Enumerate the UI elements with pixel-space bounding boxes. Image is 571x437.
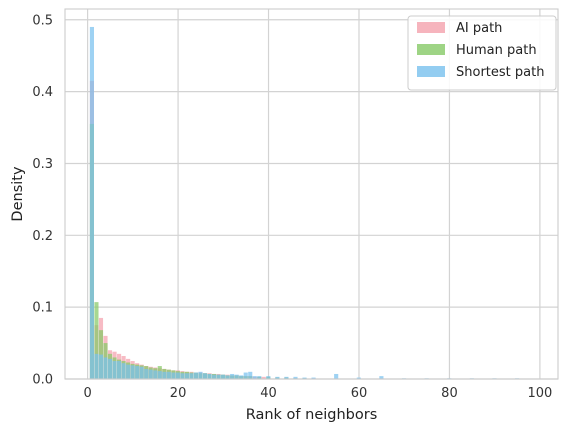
histogram-bar-shortest-path	[211, 374, 217, 379]
histogram-bar-shortest-path	[243, 372, 248, 379]
histogram-bar-shortest-path	[126, 364, 131, 379]
histogram-bar-shortest-path	[311, 377, 316, 379]
histogram-bar-shortest-path	[198, 371, 203, 379]
histogram-bar-shortest-path	[94, 353, 99, 379]
histogram-bar-shortest-path	[334, 373, 339, 379]
histogram-bar-shortest-path	[130, 365, 135, 379]
histogram-bar-shortest-path	[162, 371, 167, 379]
histogram-bar-shortest-path	[148, 369, 153, 379]
histogram-bar-shortest-path	[89, 26, 94, 380]
histogram-bar-shortest-path	[121, 363, 126, 379]
x-tick-label: 60	[351, 386, 368, 401]
histogram-bar-shortest-path	[157, 371, 162, 379]
x-tick-label: 20	[170, 386, 187, 401]
histogram-bar-shortest-path	[139, 366, 144, 379]
histogram-bar-shortest-path	[189, 373, 194, 379]
histogram-bar-shortest-path	[252, 376, 257, 379]
histogram-bar-shortest-path	[284, 376, 289, 379]
plot-frame	[64, 8, 559, 380]
histogram-bar-shortest-path	[225, 375, 230, 379]
y-tick-labels: 0.0 0.1 0.2 0.3 0.4 0.5	[32, 13, 53, 387]
legend-label-ai-path: AI path	[456, 21, 502, 36]
x-tick-label: 40	[260, 386, 277, 401]
histogram-bar-shortest-path	[379, 376, 384, 379]
x-axis-label: Rank of neighbors	[246, 407, 378, 423]
histogram-bar-shortest-path	[216, 374, 221, 379]
x-tick-label: 80	[441, 386, 458, 401]
histogram-bar-shortest-path	[103, 357, 108, 379]
histogram-bar-shortest-path	[234, 374, 239, 379]
histogram-bar-shortest-path	[107, 358, 113, 379]
x-tick-labels: 0 20 40 60 80 100	[83, 386, 552, 401]
histogram-bar-shortest-path	[275, 376, 280, 379]
legend: AI path Human path Shortest path	[407, 15, 557, 91]
histogram-bar-shortest-path	[266, 376, 271, 379]
histogram-bar-shortest-path	[293, 376, 298, 379]
histogram-bar-shortest-path	[302, 377, 307, 379]
histogram-bar-shortest-path	[193, 372, 199, 379]
histogram-bar-shortest-path	[144, 368, 149, 379]
histogram-bar-shortest-path	[135, 366, 140, 379]
x-tick-label: 100	[527, 386, 552, 401]
histogram-bar-ai-path	[261, 376, 266, 379]
legend-swatch-human-path	[417, 44, 445, 55]
y-tick-label: 0.5	[32, 13, 53, 28]
histogram-bar-shortest-path	[207, 373, 212, 379]
histogram-bar-shortest-path	[117, 361, 122, 379]
histogram-bar-human-path	[94, 302, 99, 379]
y-tick-label: 0.3	[32, 157, 53, 172]
legend-swatch-ai-path	[417, 22, 445, 33]
grid-lines	[65, 9, 558, 380]
histogram-bar-shortest-path	[98, 354, 104, 379]
histogram-bars	[89, 26, 520, 380]
legend-label-shortest-path: Shortest path	[456, 65, 544, 80]
histogram-bar-shortest-path	[166, 371, 171, 379]
histogram-bar-shortest-path	[153, 370, 158, 379]
legend-label-human-path: Human path	[456, 43, 537, 58]
histogram-bar-shortest-path	[180, 373, 185, 379]
histogram-bar-shortest-path	[221, 374, 226, 379]
histogram-bar-shortest-path	[184, 373, 189, 379]
histogram-bar-shortest-path	[171, 372, 176, 379]
y-tick-label: 0.0	[32, 373, 53, 388]
histogram-bar-shortest-path	[248, 371, 253, 379]
histogram-bar-shortest-path	[112, 361, 117, 379]
y-tick-label: 0.4	[32, 85, 53, 100]
histogram-bar-shortest-path	[257, 376, 262, 379]
y-tick-label: 0.1	[32, 301, 53, 316]
y-tick-label: 0.2	[32, 229, 53, 244]
legend-swatch-shortest-path	[417, 66, 445, 77]
y-axis-label: Density	[10, 166, 26, 222]
histogram-bar-shortest-path	[230, 373, 235, 379]
x-tick-label: 0	[83, 386, 91, 401]
histogram-bar-shortest-path	[175, 372, 180, 379]
histogram-bar-shortest-path	[239, 375, 244, 379]
histogram-bar-shortest-path	[202, 373, 208, 379]
histogram-bar-shortest-path	[356, 377, 361, 379]
